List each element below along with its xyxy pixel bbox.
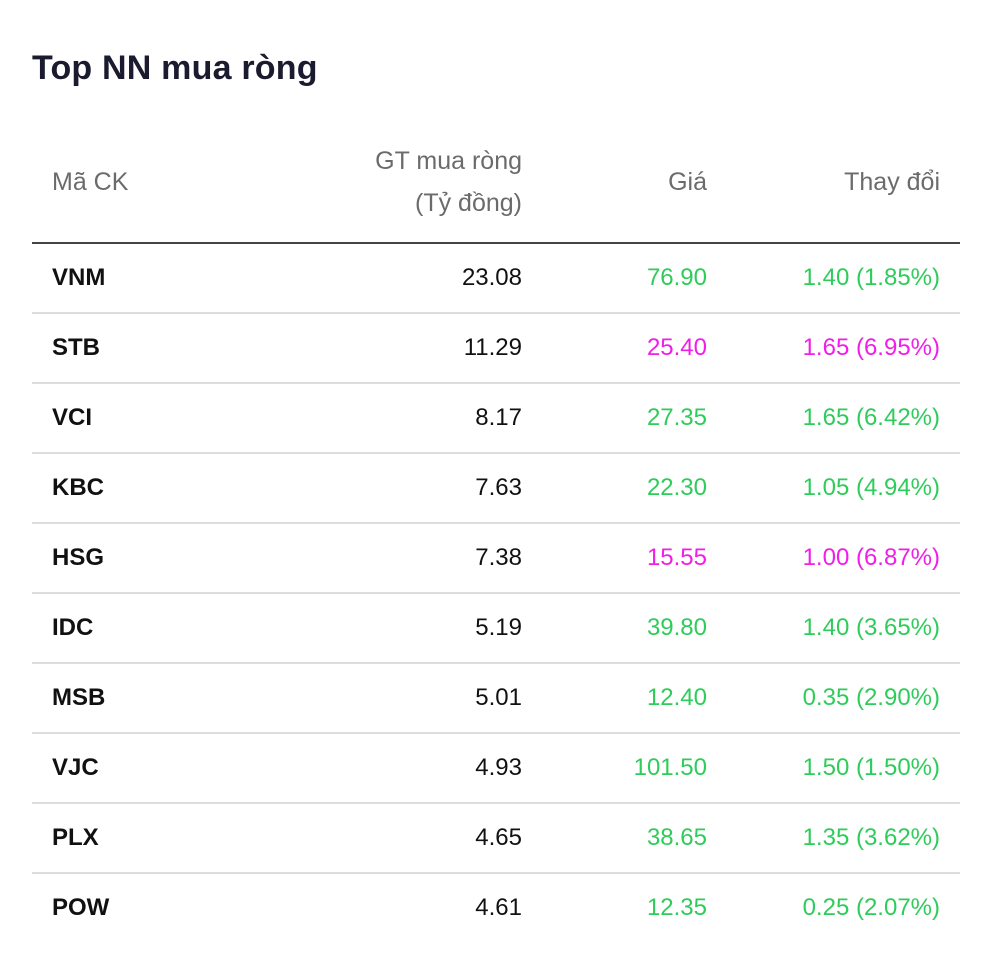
- column-header-net-buy-value[interactable]: GT mua ròng (Tỷ đồng): [375, 140, 522, 224]
- table-row[interactable]: KBC 7.63 22.30 1.05 (4.94%): [32, 454, 960, 524]
- price-change: 1.00 (6.87%): [802, 544, 940, 571]
- price-change: 1.65 (6.95%): [802, 334, 940, 361]
- stock-code[interactable]: MSB: [52, 684, 106, 711]
- price-change: 1.50 (1.50%): [802, 754, 940, 781]
- stock-price: 22.30: [646, 474, 707, 501]
- net-buy-table: Mã CK GT mua ròng (Tỷ đồng) Giá Thay đổi…: [32, 136, 960, 944]
- stock-price: 27.35: [646, 404, 707, 431]
- net-buy-value: 5.01: [475, 684, 522, 711]
- table-body: VNM 23.08 76.90 1.40 (1.85%) STB 11.29 25.40 1.…: [32, 244, 960, 944]
- stock-price: 12.40: [646, 684, 707, 711]
- net-buy-value: 11.29: [463, 334, 522, 361]
- price-change: 1.35 (3.62%): [802, 824, 940, 851]
- stock-price: 76.90: [646, 264, 707, 291]
- stock-code[interactable]: PLX: [52, 824, 99, 851]
- stock-code[interactable]: VNM: [52, 264, 106, 291]
- stock-price: 25.40: [646, 334, 707, 361]
- net-buy-value: 23.08: [461, 264, 522, 291]
- price-change: 0.35 (2.90%): [802, 684, 940, 711]
- stock-price: 12.35: [646, 894, 707, 921]
- stock-code[interactable]: VCI: [52, 404, 93, 431]
- net-buy-value: 8.17: [475, 404, 522, 431]
- table-row[interactable]: VCI 8.17 27.35 1.65 (6.42%): [32, 384, 960, 454]
- column-header-net-buy-value-line2: (Tỷ đồng): [415, 189, 522, 217]
- price-change: 0.25 (2.07%): [802, 894, 940, 921]
- stock-code[interactable]: STB: [52, 334, 100, 361]
- widget-title: Top NN mua ròng: [32, 49, 318, 87]
- stock-price: 38.65: [646, 824, 707, 851]
- net-buy-value: 4.65: [475, 824, 522, 851]
- column-header-price[interactable]: Giá: [668, 168, 707, 196]
- price-change: 1.65 (6.42%): [802, 404, 940, 431]
- stock-code[interactable]: POW: [52, 894, 110, 921]
- column-header-net-buy-value-line1: GT mua ròng: [375, 147, 522, 175]
- table-row[interactable]: IDC 5.19 39.80 1.40 (3.65%): [32, 594, 960, 664]
- stock-price: 101.50: [633, 754, 707, 781]
- stock-code[interactable]: KBC: [52, 474, 104, 501]
- net-buy-value: 4.61: [475, 894, 522, 921]
- table-row[interactable]: VJC 4.93 101.50 1.50 (1.50%): [32, 734, 960, 804]
- stock-code[interactable]: IDC: [52, 614, 94, 641]
- table-row[interactable]: STB 11.29 25.40 1.65 (6.95%): [32, 314, 960, 384]
- stock-code[interactable]: VJC: [52, 754, 99, 781]
- stock-price: 15.55: [646, 544, 707, 571]
- table-row[interactable]: POW 4.61 12.35 0.25 (2.07%): [32, 874, 960, 944]
- price-change: 1.05 (4.94%): [802, 474, 940, 501]
- table-row[interactable]: MSB 5.01 12.40 0.35 (2.90%): [32, 664, 960, 734]
- net-buy-value: 4.93: [475, 754, 522, 781]
- table-row[interactable]: VNM 23.08 76.90 1.40 (1.85%): [32, 244, 960, 314]
- net-buy-value: 7.63: [475, 474, 522, 501]
- price-change: 1.40 (1.85%): [802, 264, 940, 291]
- net-buy-value: 5.19: [475, 614, 522, 641]
- table-row[interactable]: HSG 7.38 15.55 1.00 (6.87%): [32, 524, 960, 594]
- stock-price: 39.80: [646, 614, 707, 641]
- price-change: 1.40 (3.65%): [802, 614, 940, 641]
- table-header: Mã CK GT mua ròng (Tỷ đồng) Giá Thay đổi: [32, 136, 960, 244]
- column-header-change[interactable]: Thay đổi: [844, 168, 940, 196]
- table-row[interactable]: PLX 4.65 38.65 1.35 (3.62%): [32, 804, 960, 874]
- stock-code[interactable]: HSG: [52, 544, 105, 571]
- net-buy-value: 7.38: [475, 544, 522, 571]
- column-header-code[interactable]: Mã CK: [52, 168, 129, 196]
